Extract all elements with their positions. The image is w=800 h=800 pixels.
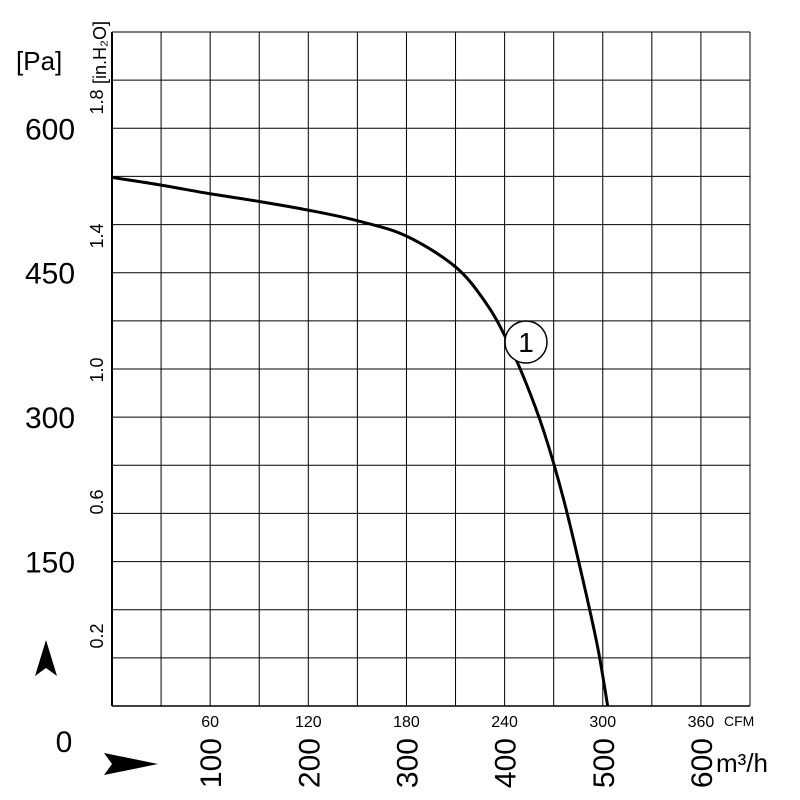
chart-labels: [Pa] [in.H₂O] CFM m³/h 0 150 300 450 600 0.2 0…	[16, 21, 768, 788]
y-secondary-tick-label-inh2o: 0.2	[87, 623, 107, 648]
y-tick-label-pa: 0	[56, 726, 73, 759]
chart-curves	[111, 175, 610, 707]
curve-series-1	[111, 175, 610, 707]
curve-marker-1: 1	[504, 320, 548, 364]
axis-direction-arrows	[35, 640, 158, 775]
x-tick-label-m3h: 400	[490, 738, 523, 788]
chart-grid	[112, 31, 751, 706]
x-tick-label-cfm: 120	[295, 714, 322, 731]
y-secondary-tick-label-inh2o: 0.6	[87, 489, 107, 514]
y-tick-label-pa: 450	[25, 258, 75, 291]
curve-marker-label: 1	[518, 327, 534, 358]
x-tick-label-m3h: 200	[293, 738, 326, 788]
x-axis-unit-cfm: CFM	[724, 713, 754, 729]
y-secondary-tick-label-inh2o: 1.8	[87, 89, 107, 114]
x-direction-arrow-icon	[104, 753, 158, 775]
x-tick-label-m3h: 100	[195, 738, 228, 788]
y-axis-unit-pa: [Pa]	[16, 46, 62, 76]
chart-axes	[111, 31, 751, 707]
x-tick-label-cfm: 360	[688, 714, 715, 731]
y-secondary-tick-label-inh2o: 1.4	[87, 223, 107, 248]
x-tick-label-cfm: 300	[589, 714, 616, 731]
x-tick-label-cfm: 60	[201, 714, 219, 731]
y-tick-label-pa: 600	[25, 113, 75, 146]
y-axis-unit-inh2o: [in.H₂O]	[90, 21, 110, 84]
x-tick-label-cfm: 180	[393, 714, 420, 731]
y-direction-arrow-icon	[35, 640, 57, 676]
y-tick-label-pa: 300	[25, 402, 75, 435]
x-tick-label-cfm: 240	[491, 714, 518, 731]
curve-marker-circle	[504, 320, 548, 364]
x-tick-label-m3h: 600	[686, 738, 719, 788]
x-tick-label-m3h: 300	[391, 738, 424, 788]
y-tick-label-pa: 150	[25, 547, 75, 580]
y-secondary-tick-label-inh2o: 1.0	[87, 357, 107, 382]
x-axis-unit-m3h: m³/h	[716, 748, 768, 778]
x-tick-label-m3h: 500	[588, 738, 621, 788]
